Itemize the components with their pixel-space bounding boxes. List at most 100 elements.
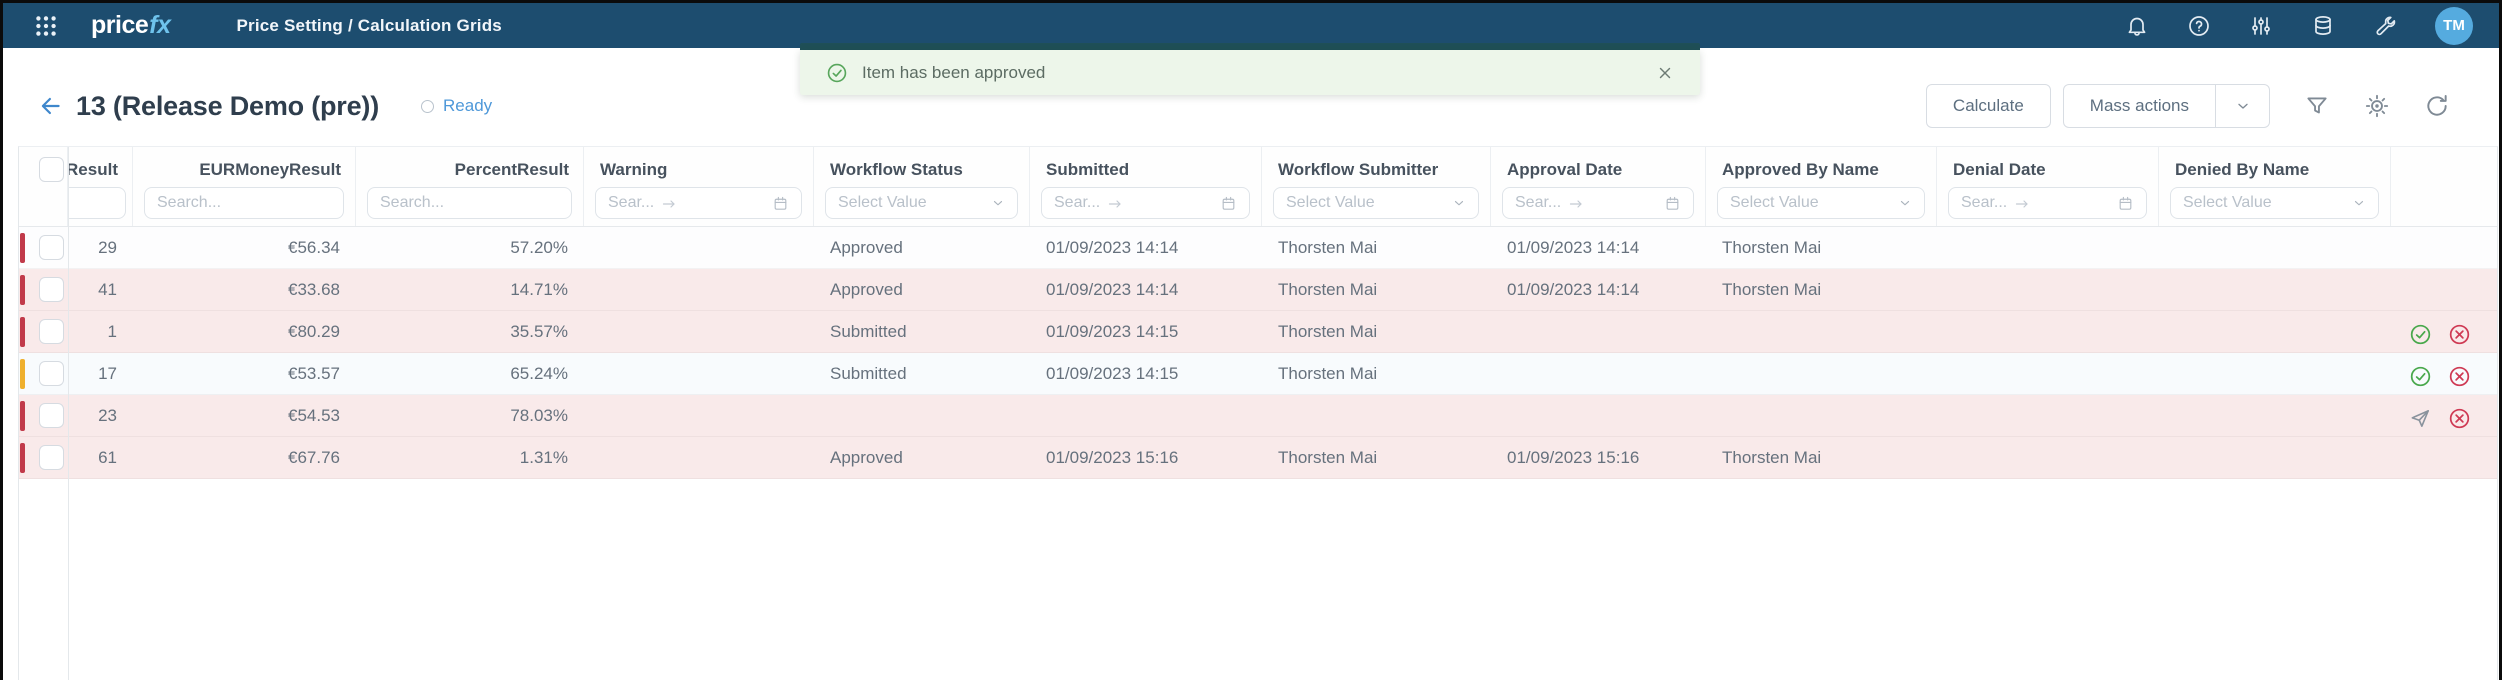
database-icon[interactable] <box>2311 14 2335 38</box>
column-header-label[interactable]: Denial Date <box>1953 160 2046 179</box>
chevron-down-icon <box>1452 196 1466 210</box>
column-header-label[interactable]: Approval Date <box>1507 160 1623 179</box>
screen-edge-right <box>2499 0 2502 680</box>
column-header-label[interactable]: Workflow Submitter <box>1278 160 1439 179</box>
cell-warning <box>584 437 814 478</box>
warning-filter-date[interactable]: Sear... <box>595 187 802 219</box>
pinned-column-separator <box>68 147 69 680</box>
cell-denied-by-name <box>2159 395 2391 436</box>
column-header-label[interactable]: Submitted <box>1046 160 1130 179</box>
chevron-down-icon <box>991 196 1005 210</box>
cell-approval-date: 01/09/2023 15:16 <box>1507 448 1640 467</box>
approval-date-filter-date[interactable]: Sear... <box>1502 187 1694 219</box>
pricefx-logo[interactable]: price fx <box>91 11 171 40</box>
row-checkbox[interactable] <box>39 319 64 344</box>
filter-cell: Sear... <box>1491 187 1705 223</box>
approve-icon[interactable] <box>2409 320 2432 345</box>
row-checkbox[interactable] <box>39 361 64 386</box>
table-row: 61 €67.76 1.31% Approved 01/09/2023 15:1… <box>19 437 2497 479</box>
cell-percent-result: 78.03% <box>510 406 568 425</box>
cell-approved-by-name: Thorsten Mai <box>1722 238 1822 257</box>
sliders-icon[interactable] <box>2249 14 2273 38</box>
success-toast: Item has been approved <box>800 50 1700 95</box>
screen-edge-left <box>0 0 3 680</box>
denied-by-name-filter-select[interactable]: Select Value <box>2170 187 2379 219</box>
cell-workflow-status: Approved <box>830 280 903 299</box>
status-badge[interactable]: Ready <box>421 96 492 116</box>
select-all-checkbox[interactable] <box>39 157 64 182</box>
filter-funnel-icon[interactable] <box>2304 93 2330 119</box>
row-checkbox[interactable] <box>39 235 64 260</box>
refresh-icon[interactable] <box>2424 93 2450 119</box>
filter-cell: Sear... <box>1937 187 2158 223</box>
column-header-label[interactable]: Result <box>68 160 118 179</box>
deny-icon[interactable] <box>2448 404 2471 429</box>
row-checkbox[interactable] <box>39 445 64 470</box>
row-checkbox[interactable] <box>39 277 64 302</box>
arrow-right-icon <box>1108 197 1123 209</box>
wrench-icon[interactable] <box>2373 14 2397 38</box>
workflow-submitter-filter-select[interactable]: Select Value <box>1273 187 1479 219</box>
filter-cell: Select Value <box>2159 187 2390 223</box>
help-icon[interactable] <box>2187 14 2211 38</box>
cell-approved-by-name <box>1706 311 1937 352</box>
cell-approval-date: 01/09/2023 14:14 <box>1507 280 1640 299</box>
cell-warning <box>584 353 814 394</box>
column-header-label[interactable]: Denied By Name <box>2175 160 2310 179</box>
calculate-button[interactable]: Calculate <box>1925 84 2051 128</box>
apps-grid-icon[interactable] <box>31 11 61 41</box>
column-header-label[interactable]: Approved By Name <box>1722 160 1879 179</box>
cell-workflow-submitter <box>1262 395 1491 436</box>
cell-denied-by-name <box>2159 437 2391 478</box>
percent-result-filter-input[interactable] <box>367 187 572 219</box>
cell-submitted: 01/09/2023 14:14 <box>1046 280 1179 299</box>
logo-primary: price <box>91 11 149 39</box>
denial-date-filter-date[interactable]: Sear... <box>1948 187 2147 219</box>
column-denial-date: Denial Date Sear... <box>1937 147 2159 226</box>
row-status-marker <box>20 317 25 347</box>
table-row: 23 €54.53 78.03% <box>19 395 2497 437</box>
app-bar-actions: TM <box>2125 6 2473 45</box>
deny-icon[interactable] <box>2448 362 2471 387</box>
approved-by-name-filter-select[interactable]: Select Value <box>1717 187 1925 219</box>
calendar-icon <box>772 195 789 212</box>
row-pin-cell <box>19 269 68 310</box>
mass-actions-caret-button[interactable] <box>2216 84 2270 128</box>
result-filter-input[interactable] <box>68 187 126 219</box>
cell-workflow-submitter: Thorsten Mai <box>1278 322 1378 341</box>
close-icon[interactable] <box>1656 64 1674 82</box>
grid-header: Result EURMoneyResult PercentResult Warn… <box>19 147 2497 227</box>
column-header-label[interactable]: PercentResult <box>454 160 569 179</box>
deny-icon[interactable] <box>2448 320 2471 345</box>
calendar-icon <box>2117 195 2134 212</box>
workflow-status-filter-select[interactable]: Select Value <box>825 187 1018 219</box>
avatar[interactable]: TM <box>2435 6 2473 45</box>
submit-send-icon[interactable] <box>2409 404 2432 427</box>
bell-icon[interactable] <box>2125 14 2149 38</box>
cell-denial-date <box>1937 437 2159 478</box>
column-header-label[interactable]: Warning <box>600 160 668 179</box>
column-percent-result: PercentResult <box>356 147 584 226</box>
eur-money-result-filter-input[interactable] <box>144 187 344 219</box>
page-title: 13 (Release Demo (pre)) <box>76 90 380 121</box>
filter-placeholder: Sear... <box>1054 194 1101 211</box>
row-status-marker <box>20 359 25 389</box>
approve-icon[interactable] <box>2409 362 2432 387</box>
gear-icon[interactable] <box>2364 93 2390 119</box>
cell-workflow-submitter: Thorsten Mai <box>1278 448 1378 467</box>
arrow-right-icon <box>662 197 677 209</box>
submitted-filter-date[interactable]: Sear... <box>1041 187 1250 219</box>
row-status-marker <box>20 275 25 305</box>
cell-result: 17 <box>98 364 117 383</box>
cell-approval-date <box>1491 395 1706 436</box>
back-arrow-icon[interactable] <box>38 93 64 119</box>
cell-percent-result: 35.57% <box>510 322 568 341</box>
column-header-label[interactable]: EURMoneyResult <box>199 160 341 179</box>
toast-previous-edge <box>800 43 1700 50</box>
mass-actions-button[interactable]: Mass actions <box>2062 84 2216 128</box>
cell-actions <box>2391 395 2499 436</box>
cell-percent-result: 57.20% <box>510 238 568 257</box>
cell-actions <box>2391 269 2499 310</box>
column-header-label[interactable]: Workflow Status <box>830 160 963 179</box>
row-checkbox[interactable] <box>39 403 64 428</box>
